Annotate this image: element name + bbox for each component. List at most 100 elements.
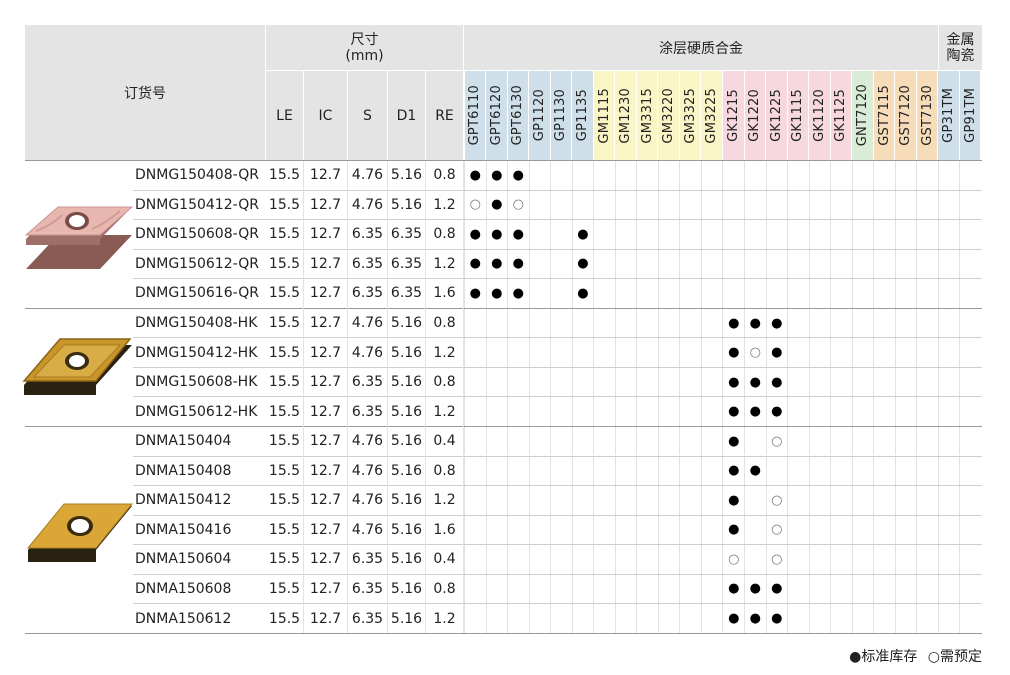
empty-cell — [550, 426, 572, 456]
empty-cell — [593, 338, 615, 367]
empty-cell — [550, 397, 572, 426]
empty-cell — [614, 367, 637, 397]
stock-mark: ● — [722, 397, 744, 426]
empty-cell — [873, 515, 895, 545]
dim-value-re: 1.2 — [433, 492, 456, 509]
order-mark: ○ — [722, 545, 744, 574]
stock-mark: ● — [744, 604, 766, 633]
empty-cell — [851, 279, 874, 308]
empty-cell — [894, 338, 917, 367]
empty-cell — [593, 486, 615, 515]
empty-cell — [765, 190, 788, 220]
empty-cell — [787, 367, 809, 397]
empty-cell — [593, 456, 615, 486]
cermet-group-header: 金属 陶瓷 — [939, 25, 982, 70]
dim-value-re: 1.2 — [433, 610, 456, 627]
stock-mark: ● — [765, 367, 788, 397]
empty-cell — [959, 486, 981, 515]
empty-cell — [744, 486, 766, 515]
empty-cell — [808, 249, 831, 279]
empty-cell — [765, 279, 788, 308]
grade-header-gnt7120: GNT7120 — [852, 71, 873, 160]
empty-cell — [636, 545, 658, 574]
empty-cell — [550, 279, 572, 308]
empty-cell — [657, 367, 680, 397]
dim-value-re: 1.2 — [433, 255, 456, 272]
empty-cell — [894, 279, 917, 308]
grade-header-label: GK1125 — [833, 89, 849, 142]
grade-header-gm1230: GM1230 — [615, 71, 636, 160]
stock-mark: ● — [507, 161, 529, 190]
empty-cell — [937, 397, 960, 426]
dim-value-s: 4.76 — [351, 433, 384, 450]
empty-cell — [636, 249, 658, 279]
empty-cell — [657, 161, 680, 190]
empty-cell — [636, 161, 658, 190]
empty-cell — [744, 190, 766, 220]
row-divider — [25, 632, 982, 634]
empty-cell — [464, 308, 486, 338]
empty-cell — [830, 456, 852, 486]
dim-value-d1: 5.16 — [390, 374, 423, 391]
empty-cell — [700, 338, 723, 367]
empty-cell — [657, 486, 680, 515]
empty-cell — [808, 279, 831, 308]
empty-cell — [787, 397, 809, 426]
order-mark: ○ — [507, 190, 529, 220]
dim-value-d1: 6.35 — [390, 285, 423, 302]
grade-header-label: GPT6130 — [510, 85, 526, 146]
empty-cell — [528, 574, 551, 604]
dim-value-re: 0.8 — [433, 462, 456, 479]
stock-mark: ● — [485, 190, 508, 220]
grade-header-gm3220: GM3220 — [658, 71, 679, 160]
empty-cell — [787, 249, 809, 279]
grade-header-gk1120: GK1120 — [809, 71, 830, 160]
empty-cell — [614, 190, 637, 220]
dim-value-s: 4.76 — [351, 315, 384, 332]
dim-value-s: 4.76 — [351, 196, 384, 213]
empty-cell — [679, 190, 701, 220]
empty-cell — [787, 456, 809, 486]
dim-value-ic: 12.7 — [309, 551, 342, 568]
order-code: DNMG150616-QR — [135, 285, 259, 302]
empty-cell — [916, 515, 938, 545]
empty-cell — [916, 161, 938, 190]
column-divider — [387, 161, 388, 633]
empty-cell — [808, 604, 831, 633]
empty-cell — [851, 486, 874, 515]
dim-value-d1: 6.35 — [390, 226, 423, 243]
empty-cell — [657, 426, 680, 456]
empty-cell — [873, 486, 895, 515]
empty-cell — [507, 397, 529, 426]
empty-cell — [614, 545, 637, 574]
row-divider — [133, 366, 982, 368]
empty-cell — [593, 220, 615, 249]
empty-cell — [507, 515, 529, 545]
empty-cell — [959, 220, 981, 249]
empty-cell — [571, 397, 594, 426]
empty-cell — [485, 515, 508, 545]
stock-mark: ● — [765, 308, 788, 338]
empty-cell — [528, 604, 551, 633]
dim-value-ic: 12.7 — [309, 167, 342, 184]
grade-header-gp1135: GP1135 — [572, 71, 593, 160]
dim-value-re: 1.6 — [433, 285, 456, 302]
empty-cell — [873, 161, 895, 190]
order-code: DNMA150404 — [135, 433, 232, 450]
grade-header-gk1115: GK1115 — [787, 71, 809, 160]
dim-value-d1: 5.16 — [390, 462, 423, 479]
empty-cell — [937, 426, 960, 456]
empty-cell — [873, 308, 895, 338]
dim-header-re: RE — [426, 71, 463, 160]
empty-cell — [593, 515, 615, 545]
empty-cell — [959, 308, 981, 338]
empty-cell — [959, 249, 981, 279]
grade-header-gpt6110: GPT6110 — [464, 71, 486, 160]
grade-header-label: GP31TM — [941, 88, 957, 143]
empty-cell — [528, 249, 551, 279]
empty-cell — [550, 220, 572, 249]
grade-header-label: GK1225 — [768, 89, 784, 142]
empty-cell — [916, 574, 938, 604]
empty-cell — [873, 367, 895, 397]
empty-cell — [528, 515, 551, 545]
